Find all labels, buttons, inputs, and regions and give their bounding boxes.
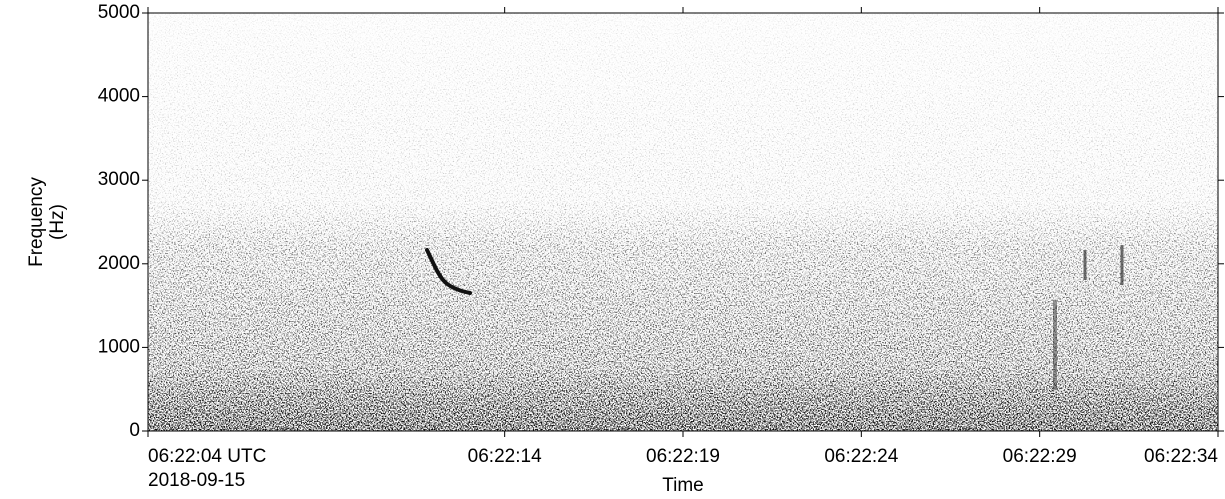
x-tick-label: 06:22:19 <box>646 446 720 467</box>
plot-area <box>147 12 1219 432</box>
y-tick-label: 4000 <box>98 86 140 107</box>
y-tick-label: 1000 <box>98 336 140 357</box>
x-tick-label: 06:22:24 <box>824 446 898 467</box>
x-tick-label: 06:22:14 <box>468 446 542 467</box>
whistler-trace <box>425 248 472 295</box>
start-date: 2018-09-15 <box>148 470 245 491</box>
x-tick-label: 06:22:04 UTC <box>148 446 266 467</box>
y-axis-label: Frequency <box>26 177 47 267</box>
y-axis-label: (Hz) <box>47 204 68 240</box>
x-tick-label: 06:22:29 <box>1003 446 1077 467</box>
x-tick-label: 06:22:34 <box>1144 446 1218 467</box>
spectrogram-image <box>148 13 1218 431</box>
y-tick-label: 3000 <box>98 169 140 190</box>
x-axis-label: Time <box>662 475 704 496</box>
y-tick-label: 2000 <box>98 253 140 274</box>
y-tick-label: 0 <box>129 420 140 441</box>
y-tick-label: 5000 <box>98 2 140 23</box>
